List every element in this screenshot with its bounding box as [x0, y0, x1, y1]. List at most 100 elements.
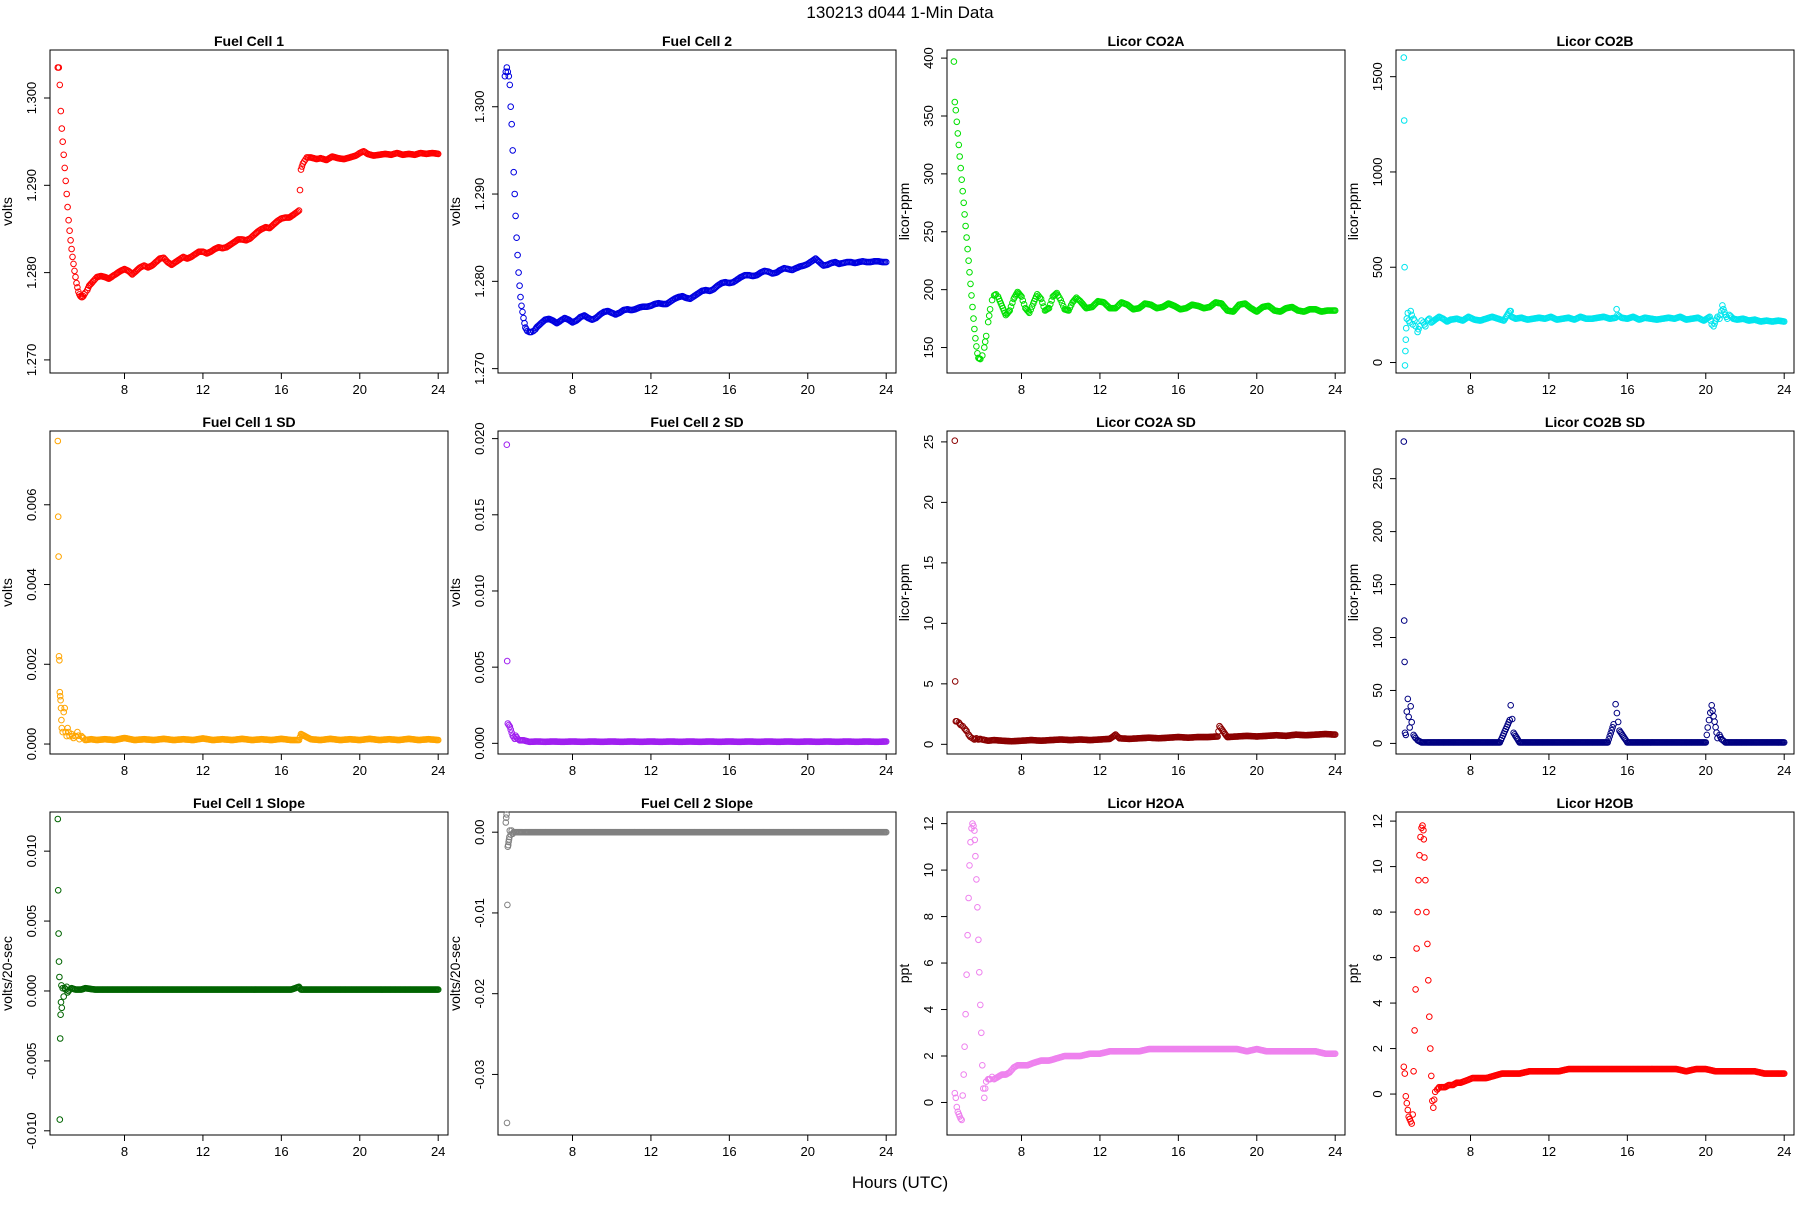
- data-point: [981, 1094, 988, 1102]
- y-tick-label: 5: [921, 680, 936, 687]
- data-point: [1420, 836, 1428, 843]
- data-point: [54, 815, 62, 823]
- y-axis-label: licor-ppm: [896, 183, 912, 241]
- data-point: [951, 98, 959, 106]
- x-tick-label: 8: [1018, 1144, 1025, 1159]
- data-point: [972, 852, 979, 860]
- data-point: [960, 199, 968, 207]
- data-point: [1613, 305, 1620, 313]
- series-points: [1400, 822, 1788, 1127]
- x-tick-label: 20: [1699, 763, 1713, 778]
- data-point: [1047, 301, 1054, 308]
- y-tick-label: 250: [1370, 468, 1385, 490]
- data-point: [966, 269, 973, 276]
- data-point: [1608, 727, 1615, 734]
- data-point: [974, 904, 981, 911]
- data-point: [1425, 977, 1432, 984]
- data-point: [962, 222, 969, 230]
- y-tick-label: -0.03: [472, 1060, 487, 1090]
- data-point: [1408, 1120, 1415, 1127]
- data-point: [1421, 854, 1428, 861]
- y-tick-label: 12: [1370, 814, 1385, 828]
- data-point: [1057, 296, 1064, 304]
- x-tick-label: 8: [1018, 382, 1025, 397]
- data-point: [1009, 299, 1016, 307]
- data-point: [64, 724, 71, 732]
- x-tick-label: 12: [1542, 382, 1556, 397]
- data-point: [1400, 1063, 1408, 1071]
- y-tick-label: 2: [921, 1052, 936, 1059]
- y-tick-label: 20: [921, 495, 936, 509]
- data-point: [1712, 723, 1719, 731]
- y-tick-label: 6: [1370, 954, 1385, 961]
- data-point: [296, 186, 304, 194]
- data-point: [1402, 324, 1410, 332]
- data-point: [963, 727, 970, 735]
- y-tick-label: 400: [921, 47, 936, 69]
- data-point: [63, 190, 70, 198]
- data-point: [1411, 1027, 1418, 1034]
- data-point: [964, 245, 971, 253]
- data-point: [957, 164, 965, 172]
- data-point: [57, 998, 65, 1006]
- data-point: [962, 726, 969, 734]
- data-point: [61, 704, 68, 712]
- data-point: [1423, 908, 1430, 916]
- plot-frame: [497, 811, 897, 1136]
- data-point: [56, 688, 64, 696]
- data-point: [985, 312, 993, 320]
- x-tick-label: 16: [1620, 763, 1634, 778]
- data-point: [1424, 940, 1431, 948]
- data-point: [55, 930, 62, 937]
- data-point: [513, 234, 520, 241]
- data-point: [68, 245, 75, 253]
- data-point: [434, 736, 442, 744]
- x-tick-label: 12: [196, 763, 210, 778]
- x-tick-label: 8: [1467, 1144, 1474, 1159]
- y-tick-label: 1500: [1370, 62, 1385, 91]
- x-tick-label: 24: [1328, 382, 1342, 397]
- data-point: [1402, 347, 1409, 355]
- data-point: [518, 302, 525, 310]
- y-tick-label: 0.020: [472, 422, 487, 455]
- data-point: [1018, 293, 1025, 300]
- x-tick-label: 12: [196, 382, 210, 397]
- data-point: [55, 553, 62, 560]
- data-point: [295, 207, 303, 214]
- x-tick-label: 20: [353, 382, 367, 397]
- y-tick-label: 250: [921, 221, 936, 243]
- data-point: [1400, 117, 1408, 124]
- data-point: [127, 269, 134, 276]
- data-point: [1331, 1050, 1339, 1057]
- series-points: [54, 437, 442, 744]
- y-tick-label: 0.010: [472, 575, 487, 608]
- x-tick-label: 12: [196, 1144, 210, 1159]
- x-tick-label: 16: [722, 763, 736, 778]
- y-tick-label: -0.02: [472, 979, 487, 1009]
- data-point: [1026, 309, 1033, 317]
- x-tick-label: 16: [722, 1144, 736, 1159]
- y-axis-label: volts/20-sec: [447, 936, 463, 1011]
- data-point: [980, 1085, 987, 1092]
- y-tick-label: 1.270: [24, 344, 39, 377]
- x-tick-label: 24: [1777, 382, 1791, 397]
- data-point: [56, 692, 64, 700]
- data-point: [502, 814, 510, 822]
- data-point: [960, 1071, 968, 1078]
- y-axis-label: volts: [447, 197, 463, 226]
- x-tick-label: 24: [879, 382, 893, 397]
- data-point: [1401, 362, 1409, 369]
- y-tick-label: 0.004: [24, 568, 39, 601]
- y-tick-label: 0.00: [472, 820, 487, 845]
- x-tick-label: 12: [644, 1144, 658, 1159]
- plot-frame: [497, 430, 897, 755]
- x-tick-label: 12: [644, 382, 658, 397]
- series-points: [951, 437, 1339, 745]
- data-point: [1704, 724, 1711, 731]
- data-point: [1408, 311, 1415, 319]
- y-axis-label: ppt: [896, 964, 912, 984]
- data-point: [1045, 304, 1053, 312]
